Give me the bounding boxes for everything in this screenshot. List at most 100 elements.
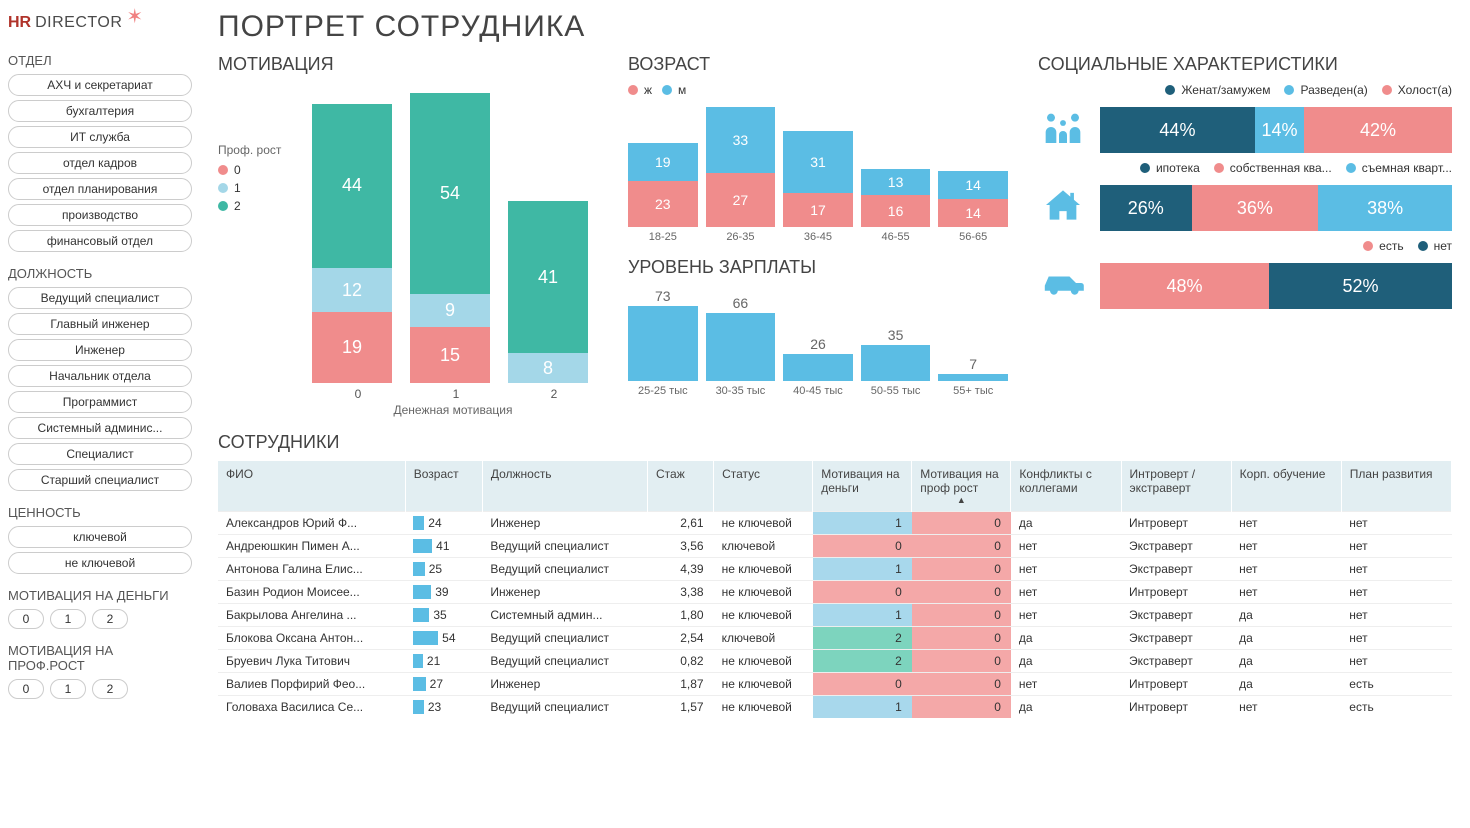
- table-header-8[interactable]: Интроверт / экстраверт: [1121, 461, 1231, 512]
- filter-motiv_prof-1[interactable]: 1: [50, 679, 86, 699]
- age-mini-bar: [413, 631, 438, 645]
- motivation-segment: 54: [410, 93, 490, 294]
- table-header-3[interactable]: Стаж: [648, 461, 714, 512]
- motivation-bar-2[interactable]: 418: [508, 93, 588, 383]
- social-legend-item-1-2[interactable]: съемная кварт...: [1346, 161, 1452, 175]
- social-segment: 44%: [1100, 107, 1255, 153]
- salary-bar-55+ тыс[interactable]: 7: [938, 374, 1008, 381]
- age-bar-26-35[interactable]: 3327: [706, 107, 776, 227]
- motivation-bar-1[interactable]: 54915: [410, 93, 490, 383]
- filter-motiv_prof-0[interactable]: 0: [8, 679, 44, 699]
- logo-director: DIRECTOR: [35, 14, 122, 32]
- age-bar-36-45[interactable]: 3117: [783, 131, 853, 227]
- filter-role-3[interactable]: Начальник отдела: [8, 365, 192, 387]
- age-legend-item-1[interactable]: м: [662, 83, 686, 97]
- social-legend-item-1-0[interactable]: ипотека: [1140, 161, 1200, 175]
- filter-role-6[interactable]: Специалист: [8, 443, 192, 465]
- social-legend-item-1-1[interactable]: собственная ква...: [1214, 161, 1332, 175]
- table-header-10[interactable]: План развития: [1341, 461, 1451, 512]
- social-bar-1[interactable]: 26%36%38%: [1100, 185, 1452, 231]
- social-title: СОЦИАЛЬНЫЕ ХАРАКТЕРИСТИКИ: [1038, 54, 1452, 75]
- motivation-legend-item-0[interactable]: 0: [218, 163, 302, 177]
- salary-bar-25-25 тыс[interactable]: 73: [628, 306, 698, 381]
- age-title: ВОЗРАСТ: [628, 54, 1008, 75]
- salary-title: УРОВЕНЬ ЗАРПЛАТЫ: [628, 257, 1008, 278]
- filter-role-1[interactable]: Главный инженер: [8, 313, 192, 335]
- age-legend: жм: [628, 83, 1008, 101]
- house-icon: [1038, 188, 1088, 229]
- filter-role-2[interactable]: Инженер: [8, 339, 192, 361]
- main: ПОРТРЕТ СОТРУДНИКА МОТИВАЦИЯ Проф. рост …: [200, 0, 1470, 828]
- table-header-1[interactable]: Возраст: [405, 461, 482, 512]
- filter-value-1[interactable]: не ключевой: [8, 552, 192, 574]
- motivation-xlabel: Денежная мотивация: [218, 403, 598, 417]
- age-segment-f: 16: [861, 195, 931, 227]
- filter-motiv_money-0[interactable]: 0: [8, 609, 44, 629]
- table-header-6[interactable]: Мотивация на проф рост▲: [912, 461, 1011, 512]
- employees-title: СОТРУДНИКИ: [218, 432, 1452, 453]
- table-header-7[interactable]: Конфликты с коллегами: [1011, 461, 1121, 512]
- motivation-card: МОТИВАЦИЯ Проф. рост 012 44121954915418 …: [218, 54, 598, 417]
- motivation-bar-0[interactable]: 441219: [312, 93, 392, 383]
- table-header-2[interactable]: Должность: [482, 461, 647, 512]
- motivation-xaxis: 012: [218, 387, 598, 401]
- salary-bar-40-45 тыс[interactable]: 26: [783, 354, 853, 381]
- filter-dept-0[interactable]: АХЧ и секретариат: [8, 74, 192, 96]
- filter-dept-4[interactable]: отдел планирования: [8, 178, 192, 200]
- salary-bar-fill: [938, 374, 1008, 381]
- table-header-0[interactable]: ФИО: [218, 461, 405, 512]
- sidebar: HR DIRECTOR ✶ ОТДЕЛАХЧ и секретариатбухг…: [0, 0, 200, 828]
- filter-role-0[interactable]: Ведущий специалист: [8, 287, 192, 309]
- filter-value-0[interactable]: ключевой: [8, 526, 192, 548]
- table-row[interactable]: Базин Родион Моисее...39Инженер3,38не кл…: [218, 581, 1452, 604]
- social-legend-item-0-1[interactable]: Разведен(а): [1284, 83, 1367, 97]
- salary-bar-50-55 тыс[interactable]: 35: [861, 345, 931, 381]
- social-legend-item-0-0[interactable]: Женат/замужем: [1165, 83, 1270, 97]
- filter-dept-3[interactable]: отдел кадров: [8, 152, 192, 174]
- age-mini-bar: [413, 562, 425, 576]
- social-bar-0[interactable]: 44%14%42%: [1100, 107, 1452, 153]
- filter-role-4[interactable]: Программист: [8, 391, 192, 413]
- table-header-4[interactable]: Статус: [714, 461, 813, 512]
- table-row[interactable]: Бруевич Лука Титович21Ведущий специалист…: [218, 650, 1452, 673]
- filter-role-7[interactable]: Старший специалист: [8, 469, 192, 491]
- table-header-9[interactable]: Корп. обучение: [1231, 461, 1341, 512]
- social-bar-2[interactable]: 48%52%: [1100, 263, 1452, 309]
- filter-motiv_money-1[interactable]: 1: [50, 609, 86, 629]
- social-legend-item-0-2[interactable]: Холост(а): [1382, 83, 1452, 97]
- table-row[interactable]: Блокова Оксана Антон...54Ведущий специал…: [218, 627, 1452, 650]
- filter-dept-5[interactable]: производство: [8, 204, 192, 226]
- age-segment-f: 27: [706, 173, 776, 227]
- social-legend-item-2-0[interactable]: есть: [1363, 239, 1403, 253]
- age-bar-56-65[interactable]: 1414: [938, 171, 1008, 227]
- age-bar-18-25[interactable]: 1923: [628, 143, 698, 227]
- table-row[interactable]: Головаха Василиса Се...23Ведущий специал…: [218, 696, 1452, 719]
- salary-bar-30-35 тыс[interactable]: 66: [706, 313, 776, 381]
- table-row[interactable]: Андреюшкин Пимен А...41Ведущий специалис…: [218, 535, 1452, 558]
- table-row[interactable]: Валиев Порфирий Фео...27Инженер1,87не кл…: [218, 673, 1452, 696]
- filter-motiv_prof-2[interactable]: 2: [92, 679, 128, 699]
- table-row[interactable]: Антонова Галина Елис...25Ведущий специал…: [218, 558, 1452, 581]
- social-segment: 38%: [1318, 185, 1452, 231]
- filter-dept-1[interactable]: бухгалтерия: [8, 100, 192, 122]
- age-mini-bar: [413, 516, 424, 530]
- filter-role-5[interactable]: Системный админис...: [8, 417, 192, 439]
- social-row-0: 44%14%42%: [1038, 107, 1452, 153]
- salary-chart: 7366 26 35 7: [628, 286, 1008, 381]
- motivation-legend-item-2[interactable]: 2: [218, 199, 302, 213]
- motivation-segment: 19: [312, 312, 392, 383]
- filter-dept-2[interactable]: ИТ служба: [8, 126, 192, 148]
- motivation-legend-item-1[interactable]: 1: [218, 181, 302, 195]
- age-legend-item-0[interactable]: ж: [628, 83, 652, 97]
- age-bar-46-55[interactable]: 1316: [861, 169, 931, 227]
- filter-motiv_money-2[interactable]: 2: [92, 609, 128, 629]
- motivation-title: МОТИВАЦИЯ: [218, 54, 598, 75]
- table-header-5[interactable]: Мотивация на деньги: [813, 461, 912, 512]
- age-segment-m: 19: [628, 143, 698, 181]
- table-row[interactable]: Бакрылова Ангелина ...35Системный админ.…: [218, 604, 1452, 627]
- legend-dot-icon: [1382, 85, 1392, 95]
- social-card: СОЦИАЛЬНЫЕ ХАРАКТЕРИСТИКИ Женат/замужем Р…: [1038, 54, 1452, 417]
- filter-dept-6[interactable]: финансовый отдел: [8, 230, 192, 252]
- social-legend-item-2-1[interactable]: нет: [1418, 239, 1452, 253]
- table-row[interactable]: Александров Юрий Ф...24Инженер2,61не клю…: [218, 512, 1452, 535]
